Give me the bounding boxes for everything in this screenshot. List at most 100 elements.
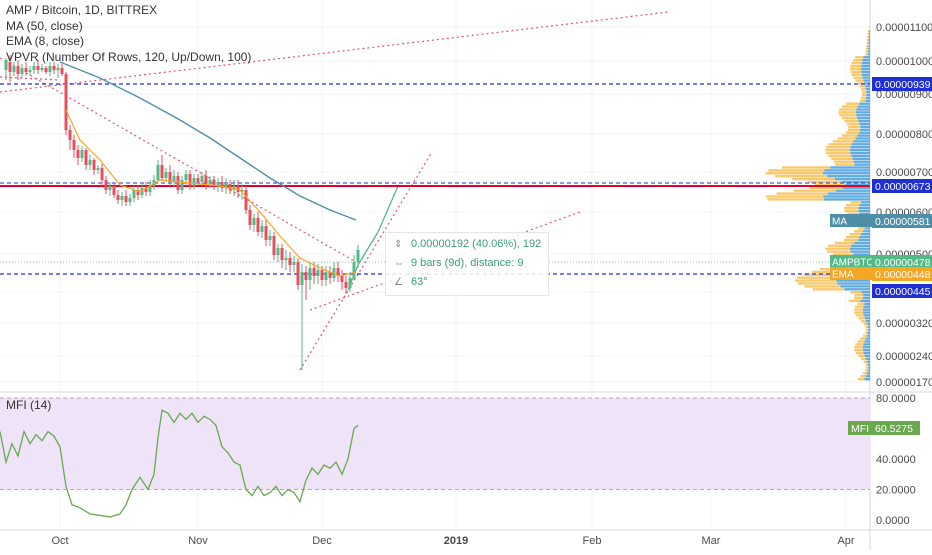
vp-bar-down bbox=[767, 198, 824, 201]
vp-bar-up bbox=[851, 244, 870, 247]
vp-bar-down bbox=[858, 317, 865, 320]
price-label: 0.00000445 bbox=[875, 286, 931, 298]
vp-bar-down bbox=[854, 296, 863, 300]
vp-bar-down bbox=[854, 308, 863, 311]
candle-body bbox=[308, 268, 312, 280]
vp-bar-down bbox=[861, 93, 867, 97]
vp-bar-down bbox=[846, 122, 860, 126]
moving-averages bbox=[59, 61, 357, 277]
trend-line bbox=[0, 57, 357, 263]
vp-bar-up bbox=[859, 122, 870, 126]
vp-bar-up bbox=[863, 314, 870, 317]
price-tick-label: 0.00000320 bbox=[876, 318, 932, 330]
candle-body bbox=[140, 188, 144, 195]
candle-body bbox=[324, 272, 328, 280]
vp-bar-down bbox=[866, 44, 869, 47]
candle-body bbox=[64, 74, 68, 130]
vp-bar-down bbox=[850, 67, 862, 71]
candle-body bbox=[28, 70, 32, 72]
vp-bar-up bbox=[865, 375, 870, 378]
candle-body bbox=[48, 66, 52, 72]
candle-body bbox=[268, 236, 272, 240]
candle-body bbox=[104, 180, 108, 190]
candle-body bbox=[164, 172, 168, 178]
vp-bar-down bbox=[851, 73, 862, 76]
vp-bar-down bbox=[850, 291, 862, 294]
mfi-tick-label: 40.0000 bbox=[876, 454, 916, 466]
mfi-legend[interactable]: MFI (14) bbox=[6, 398, 52, 412]
vp-bar-down bbox=[841, 105, 858, 108]
vp-bar-up bbox=[863, 351, 870, 355]
vp-bar-down bbox=[795, 279, 837, 282]
candle-body bbox=[76, 150, 80, 158]
candle-body bbox=[344, 282, 348, 288]
candle-body bbox=[196, 178, 200, 182]
candle-body bbox=[132, 190, 136, 198]
mfi-tick-label: 20.0000 bbox=[876, 485, 916, 497]
vp-bar-down bbox=[782, 166, 831, 169]
vp-bar-down bbox=[855, 343, 864, 346]
vp-bar-up bbox=[864, 378, 870, 381]
time-tick-label: Apr bbox=[837, 535, 854, 547]
vp-bar-down bbox=[850, 70, 862, 73]
candle-body bbox=[252, 218, 256, 225]
vp-bar-up bbox=[866, 90, 870, 94]
vp-bar-down bbox=[867, 32, 869, 36]
vp-bar-up bbox=[868, 32, 870, 36]
candle-body bbox=[32, 66, 36, 70]
candle-body bbox=[312, 268, 316, 276]
candle-body bbox=[100, 168, 104, 180]
vp-bar-up bbox=[837, 282, 870, 285]
vp-bar-up bbox=[868, 44, 870, 47]
time-tick-label: 2019 bbox=[444, 535, 468, 547]
vp-bar-up bbox=[866, 320, 870, 323]
price-tick-label: 0.00001000 bbox=[876, 56, 932, 68]
legend-symbol[interactable]: AMP / Bitcoin, 1D, BITTREX bbox=[6, 3, 158, 17]
price-label-prefix-bg bbox=[830, 214, 872, 227]
vp-bar-up bbox=[863, 293, 870, 297]
vp-bar-up bbox=[866, 96, 870, 100]
vp-bar-up bbox=[854, 163, 870, 166]
vp-bar-up bbox=[866, 334, 870, 337]
vp-bar-down bbox=[834, 241, 855, 245]
vp-bar-up bbox=[865, 85, 870, 88]
vp-bar-up bbox=[852, 157, 870, 160]
candle-body bbox=[296, 262, 300, 285]
candle-body bbox=[336, 268, 340, 276]
vp-bar-down bbox=[853, 76, 863, 79]
candle-body bbox=[288, 258, 292, 265]
legend-vpvr[interactable]: VPVR (Number Of Rows, 120, Up/Down, 100) bbox=[6, 49, 252, 64]
price-label: 0.00000581 bbox=[875, 216, 931, 228]
mfi-label-bg bbox=[872, 421, 920, 435]
measure-price: 0.00000192 (40.06%), 192 bbox=[411, 238, 542, 250]
vp-bar-down bbox=[868, 30, 870, 33]
candle-body bbox=[84, 150, 88, 165]
legend-ma[interactable]: MA (50, close) bbox=[6, 18, 83, 33]
candle-body bbox=[272, 236, 276, 255]
trend-line-drawings[interactable] bbox=[0, 11, 870, 371]
vp-bar-down bbox=[847, 128, 861, 131]
vp-bar-up bbox=[867, 369, 870, 372]
vp-bar-down bbox=[833, 160, 854, 163]
price-range-icon: ⇕ bbox=[394, 239, 403, 250]
candle-body bbox=[108, 186, 112, 190]
axes[interactable]: 0.00001100 0.00001000 0.00000900 0.00000800… bbox=[51, 22, 932, 547]
vp-bar-up bbox=[866, 93, 870, 97]
legend-ema[interactable]: EMA (8, close) bbox=[6, 34, 85, 48]
candle-body bbox=[300, 272, 304, 285]
candle-body bbox=[304, 272, 308, 280]
vp-bar-up bbox=[830, 166, 870, 169]
vp-bar-down bbox=[825, 148, 850, 152]
vp-bar-down bbox=[839, 114, 857, 117]
mfi-label-prefix: MFI bbox=[851, 423, 869, 435]
price-tick-label: 0.00000700 bbox=[876, 167, 932, 179]
vp-bar-down bbox=[845, 131, 860, 134]
mfi-label-prefix-bg bbox=[848, 421, 872, 435]
vp-bar-up bbox=[842, 180, 870, 184]
vp-bar-down bbox=[865, 50, 869, 53]
vp-bar-down bbox=[850, 201, 862, 204]
candle-body bbox=[120, 196, 124, 200]
vp-bar-up bbox=[864, 340, 870, 343]
